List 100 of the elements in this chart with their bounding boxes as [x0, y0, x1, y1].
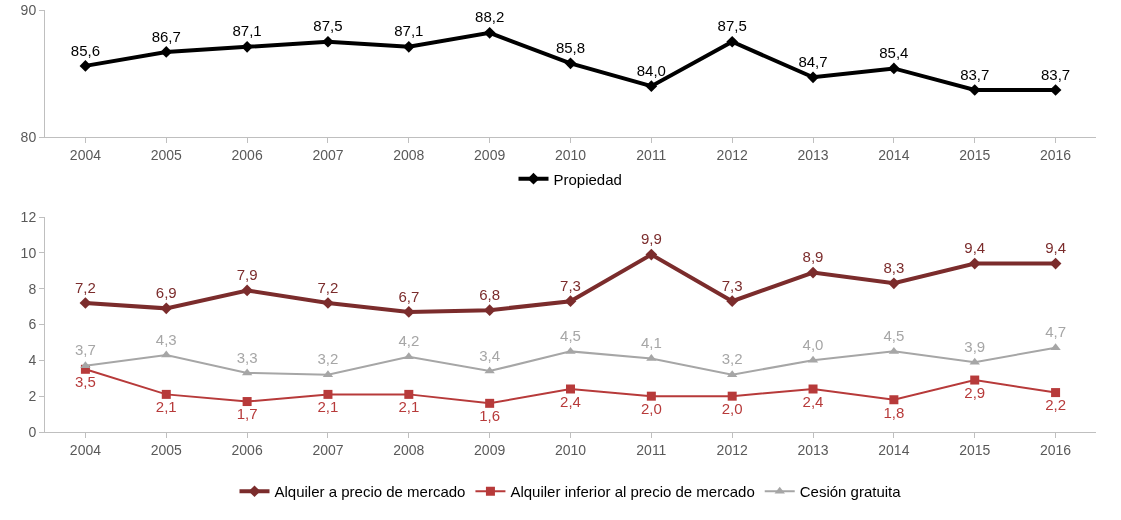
point: [889, 395, 899, 405]
point: [645, 80, 658, 93]
data-label: 7,9: [236, 266, 258, 284]
y-tick-label: 12: [20, 208, 37, 225]
data-label: 83,7: [960, 65, 990, 83]
data-label: 2,4: [802, 392, 824, 410]
y-tick-label: 2: [28, 388, 37, 405]
data-label: 8,3: [883, 258, 905, 276]
data-label: 2,2: [1045, 396, 1067, 414]
y-tick-label: 10: [20, 244, 37, 261]
x-tick-label: 2013: [797, 146, 829, 163]
data-label: 3,7: [74, 341, 96, 359]
y-tick-label: 0: [28, 423, 37, 440]
data-label: 83,7: [1040, 65, 1071, 83]
data-label: 87,5: [313, 17, 343, 35]
data-label: 3,3: [236, 348, 258, 366]
data-label: 84,0: [636, 61, 666, 79]
point: [807, 71, 819, 84]
data-label: 2,9: [964, 383, 986, 401]
point: [566, 384, 575, 394]
data-label: 2,1: [155, 398, 177, 416]
x-tick-label: 2016: [1040, 146, 1072, 163]
data-label: 88,2: [475, 8, 505, 26]
data-label: 2,4: [560, 392, 581, 410]
data-label: 3,5: [74, 373, 96, 391]
x-tick-label: 2013: [797, 441, 829, 458]
point: [242, 397, 252, 407]
x-tick-label: 2014: [878, 441, 910, 458]
data-label: 87,1: [232, 22, 262, 40]
data-label: 1,6: [479, 407, 501, 425]
x-tick-label: 2007: [312, 146, 344, 163]
point: [970, 375, 980, 385]
data-label: 7,3: [560, 276, 581, 294]
point: [404, 389, 414, 399]
x-tick-label: 2007: [312, 441, 344, 458]
data-label: 4,0: [802, 335, 824, 353]
point: [485, 398, 495, 408]
data-label: 85,6: [70, 41, 101, 59]
point: [483, 27, 496, 39]
x-tick-label: 2015: [959, 146, 991, 163]
x-tick-label: 2016: [1040, 441, 1072, 458]
data-label: 6,8: [479, 285, 501, 303]
legend-label: Alquiler inferior al precio de mercado: [510, 483, 755, 501]
point: [645, 248, 658, 261]
data-label: 3,2: [317, 350, 339, 368]
x-tick-label: 2010: [554, 146, 587, 163]
point: [241, 284, 253, 297]
point: [888, 277, 900, 290]
y-tick-label: 80: [20, 128, 37, 145]
point: [727, 391, 737, 401]
point: [161, 350, 172, 358]
x-tick-label: 2014: [878, 146, 910, 163]
data-label: 86,7: [151, 27, 181, 45]
x-tick-label: 2008: [393, 441, 425, 458]
x-tick-label: 2006: [231, 146, 263, 163]
legend-label: Cesión gratuita: [799, 483, 902, 501]
data-label: 87,5: [717, 17, 747, 35]
point: [161, 389, 171, 399]
point: [323, 389, 333, 399]
data-label: 2,0: [640, 400, 662, 418]
x-tick-label: 2012: [716, 146, 748, 163]
data-label: 7,2: [317, 278, 339, 296]
point: [1050, 343, 1061, 351]
data-label: 6,9: [155, 283, 177, 301]
x-tick-label: 2008: [393, 146, 425, 163]
x-tick-label: 2015: [959, 441, 991, 458]
point: [888, 62, 900, 75]
x-tick-label: 2011: [636, 441, 667, 458]
x-tick-label: 2011: [636, 146, 667, 163]
point: [726, 295, 739, 308]
data-label: 9,4: [1045, 239, 1067, 257]
data-label: 4,3: [155, 330, 177, 348]
data-label: 9,9: [640, 230, 662, 248]
data-label: 2,1: [398, 398, 420, 416]
data-label: 4,5: [560, 327, 581, 345]
point: [565, 346, 576, 354]
data-label: 85,8: [555, 38, 586, 56]
data-label: 7,2: [74, 278, 96, 296]
data-label: 4,1: [640, 334, 662, 352]
data-label: 6,7: [398, 287, 420, 305]
x-tick-label: 2010: [554, 441, 587, 458]
x-tick-label: 2004: [69, 146, 102, 163]
data-label: 2,0: [721, 400, 743, 418]
y-tick-label: 8: [28, 280, 37, 297]
data-label: 3,2: [721, 350, 743, 368]
data-label: 8,9: [802, 248, 824, 266]
x-tick-label: 2005: [150, 146, 183, 163]
point: [807, 266, 819, 279]
legend-label: Propiedad: [553, 170, 622, 188]
legend-label: Alquiler a precio de mercado: [274, 483, 466, 501]
x-tick-label: 2012: [716, 441, 748, 458]
data-label: 3,4: [479, 346, 501, 364]
point: [79, 60, 92, 72]
point: [564, 57, 577, 70]
data-label: 85,4: [879, 44, 909, 62]
x-tick-label: 2009: [474, 441, 506, 458]
data-label: 7,3: [721, 276, 743, 294]
data-label: 4,2: [398, 332, 420, 350]
point: [646, 391, 656, 401]
y-tick-label: 90: [20, 1, 37, 18]
